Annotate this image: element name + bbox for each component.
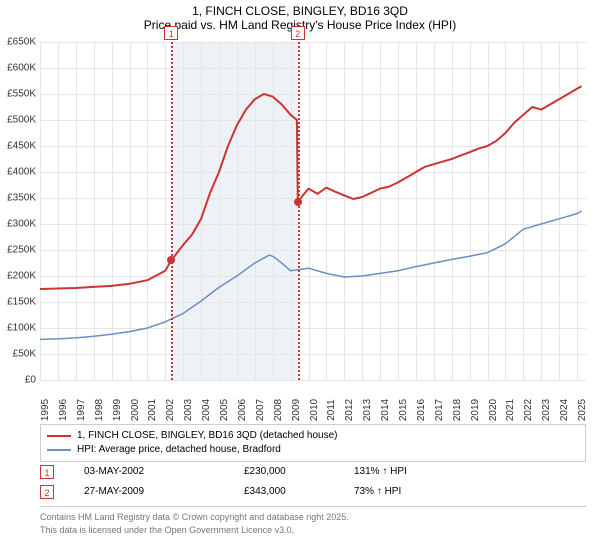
y-axis: £0£50K£100K£150K£200K£250K£300K£350K£400… <box>0 38 38 380</box>
event-row: 1 03-MAY-2002 £230,000 131% ↑ HPI <box>40 462 586 482</box>
legend-swatch <box>47 435 71 437</box>
legend: 1, FINCH CLOSE, BINGLEY, BD16 3QD (detac… <box>40 424 586 462</box>
event-date: 03-MAY-2002 <box>84 462 214 482</box>
event-date: 27-MAY-2009 <box>84 482 214 502</box>
event-price: £343,000 <box>244 482 324 502</box>
chart-container: 1, FINCH CLOSE, BINGLEY, BD16 3QD Price … <box>0 0 600 560</box>
x-axis: 1995199619971998199920002001200220032004… <box>40 382 586 422</box>
event-row: 2 27-MAY-2009 £343,000 73% ↑ HPI <box>40 482 586 502</box>
plot: 12 <box>40 42 586 380</box>
legend-item: 1, FINCH CLOSE, BINGLEY, BD16 3QD (detac… <box>47 429 579 443</box>
footer: Contains HM Land Registry data © Crown c… <box>40 506 586 537</box>
chart-title: 1, FINCH CLOSE, BINGLEY, BD16 3QD <box>0 0 600 18</box>
footer-line: Contains HM Land Registry data © Crown c… <box>40 511 586 524</box>
legend-label: 1, FINCH CLOSE, BINGLEY, BD16 3QD (detac… <box>77 429 338 443</box>
legend-label: HPI: Average price, detached house, Brad… <box>77 443 281 457</box>
chart-svg <box>40 42 586 380</box>
event-price: £230,000 <box>244 462 324 482</box>
event-badge: 2 <box>40 485 54 499</box>
legend-item: HPI: Average price, detached house, Brad… <box>47 443 579 457</box>
legend-swatch <box>47 449 71 451</box>
event-delta: 73% ↑ HPI <box>354 482 454 502</box>
event-badge: 1 <box>40 465 54 479</box>
footer-line: This data is licensed under the Open Gov… <box>40 524 586 537</box>
plot-area: 12 <box>40 42 586 380</box>
event-delta: 131% ↑ HPI <box>354 462 454 482</box>
events-table: 1 03-MAY-2002 £230,000 131% ↑ HPI 2 27-M… <box>40 462 586 502</box>
